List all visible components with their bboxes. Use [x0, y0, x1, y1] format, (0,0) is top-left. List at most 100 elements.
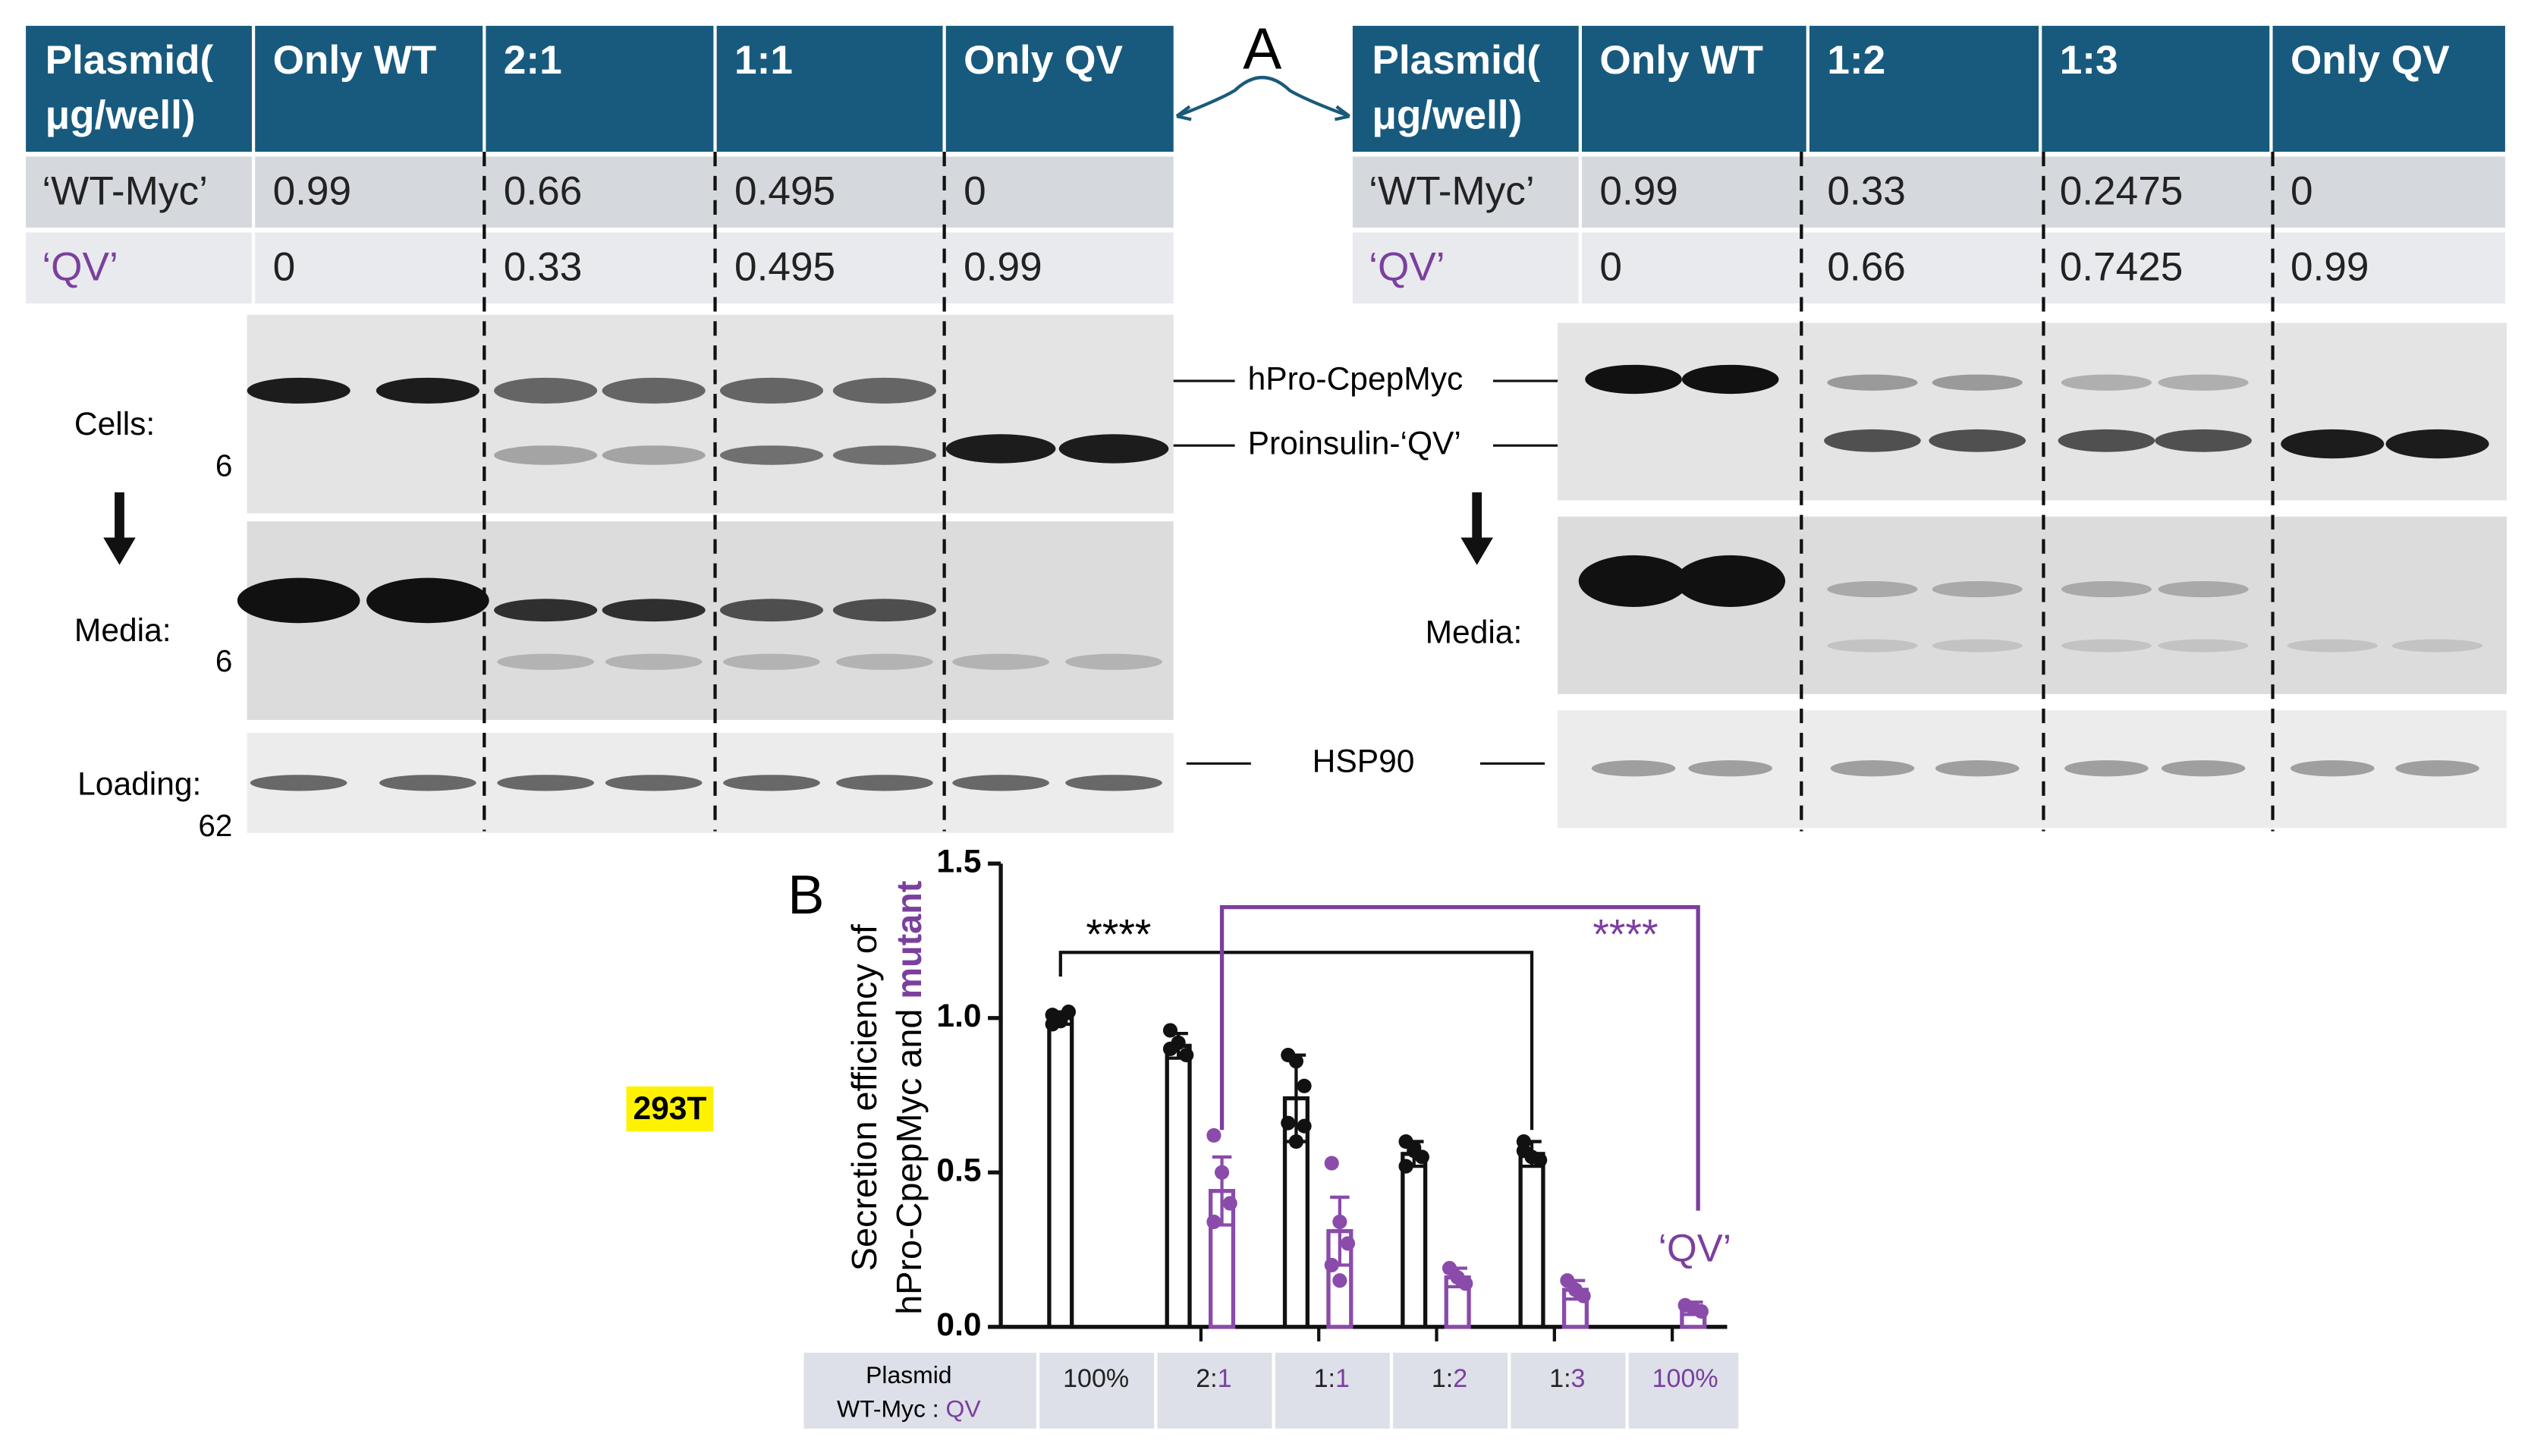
blot-band	[2161, 760, 2246, 777]
blot-panel	[1558, 322, 2507, 501]
badge	[626, 1086, 714, 1132]
blot-band	[376, 377, 479, 404]
bar	[1047, 1016, 1074, 1329]
x-tick-label: 100%	[1652, 1364, 1718, 1393]
y-axis-label: hPro-CpepMyc and mutant	[889, 880, 929, 1315]
table-header	[1352, 26, 2505, 152]
cell: 0.2475	[2060, 168, 2184, 213]
x-table-header-part: QV	[946, 1395, 982, 1423]
band-label: Proinsulin-‘QV’	[1248, 425, 1461, 461]
y-axis-label: Secretion efficiency of	[844, 923, 884, 1271]
data-point	[1297, 1118, 1312, 1134]
cell: 0.33	[1827, 168, 1906, 213]
cell: 0.99	[273, 168, 352, 213]
header-cell: Only QV	[2290, 38, 2450, 83]
blot-band	[832, 599, 936, 622]
band-label: hPro-CpepMyc	[1248, 360, 1464, 397]
bar	[1401, 1152, 1428, 1329]
header-title: Plasmid(	[1372, 38, 1540, 83]
blot-band	[1827, 374, 1918, 391]
blot-band	[1932, 580, 2023, 598]
blot-band	[494, 377, 598, 404]
blot-panel	[247, 521, 1174, 720]
header-cell: Only WT	[1599, 38, 1763, 83]
blot-band	[2058, 429, 2155, 452]
sig-bracket	[1219, 904, 1700, 1211]
blot-band	[2158, 580, 2249, 598]
blot-band	[2290, 760, 2375, 777]
data-point	[1214, 1165, 1230, 1180]
blot-band	[2391, 639, 2483, 653]
annotation: ****	[1592, 911, 1658, 958]
blot-band	[723, 653, 820, 670]
y-tick-label: 0.0	[936, 1307, 981, 1343]
row-label: ‘WT-Myc’	[1369, 168, 1535, 213]
blot-band	[1827, 639, 1918, 653]
row-label: ‘QV’	[1369, 244, 1445, 289]
blot-band	[250, 775, 347, 791]
cell: 0.99	[2290, 244, 2369, 289]
x-tick-label: 1:2	[1432, 1364, 1467, 1393]
blot-band	[379, 775, 476, 791]
blot-band	[2395, 760, 2479, 777]
bar	[1561, 1288, 1589, 1329]
cell: 0.495	[734, 168, 835, 213]
table-row	[1352, 156, 2505, 228]
blot-panel	[1558, 516, 2507, 694]
y-tick-label: 0.5	[936, 1153, 981, 1189]
sig-bracket	[1058, 951, 1534, 1131]
cell: 0.66	[1827, 244, 1906, 289]
data-point	[1222, 1196, 1237, 1211]
blot-band	[2061, 580, 2152, 598]
blot-label: Media:	[1426, 614, 1523, 650]
band-label: HSP90	[1313, 744, 1415, 780]
table-row	[1352, 232, 2505, 303]
blot-band	[1675, 555, 1786, 607]
table-row	[26, 232, 1174, 303]
y-axis-label-part: hPro-CpepMyc and	[889, 999, 929, 1315]
blot-band	[2158, 374, 2249, 391]
blot-band	[1827, 580, 1918, 598]
cell: 0	[273, 244, 296, 289]
blot-band	[1065, 653, 1162, 670]
blot-band	[836, 653, 933, 670]
cell-line: 293T	[633, 1090, 706, 1127]
header-cell: 2:1	[504, 38, 562, 83]
data-point	[1297, 1078, 1312, 1093]
blot-marker: 6	[215, 643, 232, 678]
blot-marker: 62	[198, 808, 232, 843]
down-arrow	[103, 492, 136, 565]
data-point	[1533, 1153, 1548, 1168]
blot-band	[602, 377, 706, 404]
cell: 0.495	[734, 244, 835, 289]
x-table-header: WT-Myc : QV	[837, 1395, 981, 1423]
data-point	[1206, 1214, 1221, 1229]
blot-panel	[1558, 710, 2507, 829]
blot-band	[1688, 760, 1773, 777]
data-point	[1693, 1303, 1709, 1319]
blot-band	[719, 599, 824, 622]
blot-band	[1929, 429, 2026, 452]
data-point	[1458, 1276, 1473, 1291]
blot-band	[719, 445, 824, 465]
blot-panel	[247, 314, 1174, 514]
data-point	[1407, 1143, 1422, 1159]
data-point	[1516, 1143, 1531, 1159]
blot-band	[1058, 434, 1169, 464]
blot-band	[832, 377, 936, 404]
y-tick-label: 1.5	[936, 843, 981, 879]
blot-band	[1830, 760, 1915, 777]
blot-band	[494, 599, 598, 622]
annotation: ****	[1086, 911, 1151, 958]
blot-band	[2281, 429, 2385, 459]
blot-label: Media:	[74, 612, 171, 649]
data-point	[1324, 1156, 1339, 1171]
x-tick-label: 1:1	[1314, 1364, 1350, 1393]
annotation: ‘QV’	[1659, 1226, 1731, 1269]
blot-band	[1065, 775, 1162, 791]
cell: 0	[1599, 244, 1622, 289]
blot-marker: 6	[215, 448, 232, 483]
x-table-header-part: WT-Myc :	[837, 1395, 946, 1423]
blot-label: Loading:	[77, 766, 201, 802]
